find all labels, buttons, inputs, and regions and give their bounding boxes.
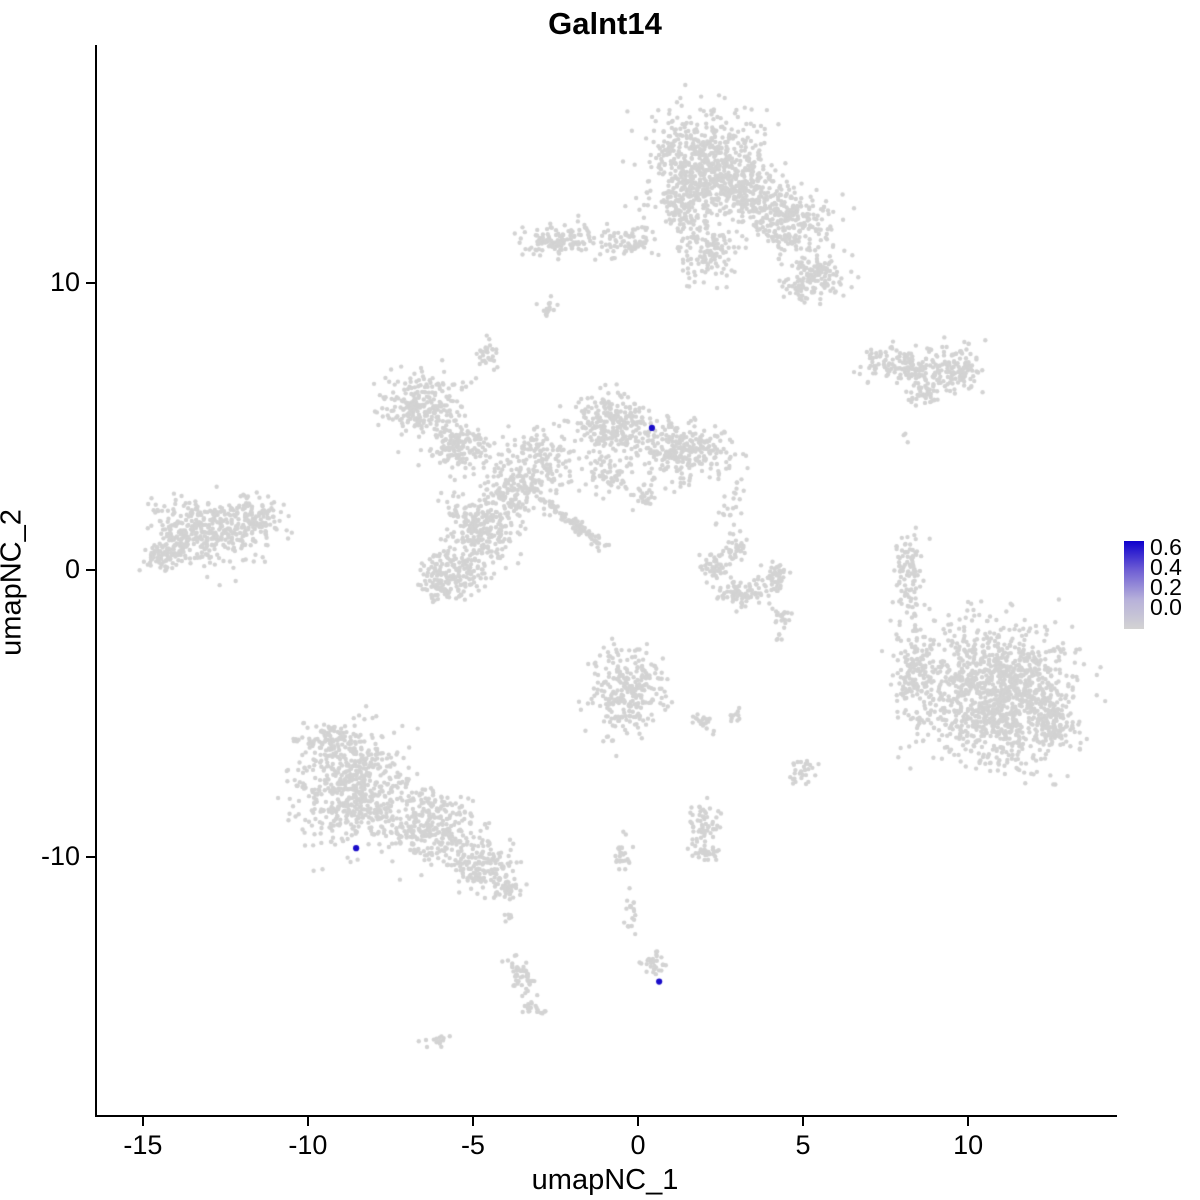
x-tick-label: -15 <box>123 1130 163 1160</box>
plot-area <box>95 45 1117 1117</box>
x-tick-mark <box>967 1117 970 1126</box>
x-tick-mark <box>471 1117 474 1126</box>
y-tick-mark <box>86 568 95 571</box>
legend-tick-label: 0.6 <box>1150 534 1182 560</box>
legend-gradient-bar <box>1124 541 1144 629</box>
legend-tick-label: 0.2 <box>1150 574 1182 600</box>
x-tick-label: -5 <box>460 1130 485 1160</box>
x-tick-mark <box>637 1117 639 1126</box>
y-tick-label: -10 <box>40 840 80 871</box>
y-tick-label: 0 <box>64 553 80 584</box>
x-tick-label: 5 <box>795 1130 811 1160</box>
chart-title: Galnt14 <box>548 6 662 41</box>
umap-scatter-canvas <box>97 45 1117 1115</box>
x-axis-label: umapNC_1 <box>531 1164 679 1196</box>
x-tick-mark <box>306 1117 309 1126</box>
y-tick-label: 10 <box>49 267 80 298</box>
y-tick-mark <box>86 855 95 858</box>
x-tick-mark <box>802 1117 805 1126</box>
y-axis-label: umapNC_2 <box>0 509 28 656</box>
y-tick-mark <box>86 282 95 285</box>
legend-labels: 0.6 0.4 0.2 0.0 <box>1150 534 1182 620</box>
legend-tick-label: 0.4 <box>1150 554 1182 580</box>
x-tick-label: 10 <box>953 1130 984 1160</box>
x-tick-label: 0 <box>630 1130 646 1160</box>
x-tick-mark <box>141 1117 144 1126</box>
legend: 0.6 0.4 0.2 0.0 <box>1124 534 1182 629</box>
x-tick-label: -10 <box>288 1130 328 1160</box>
legend-tick-label: 0.0 <box>1150 594 1182 620</box>
